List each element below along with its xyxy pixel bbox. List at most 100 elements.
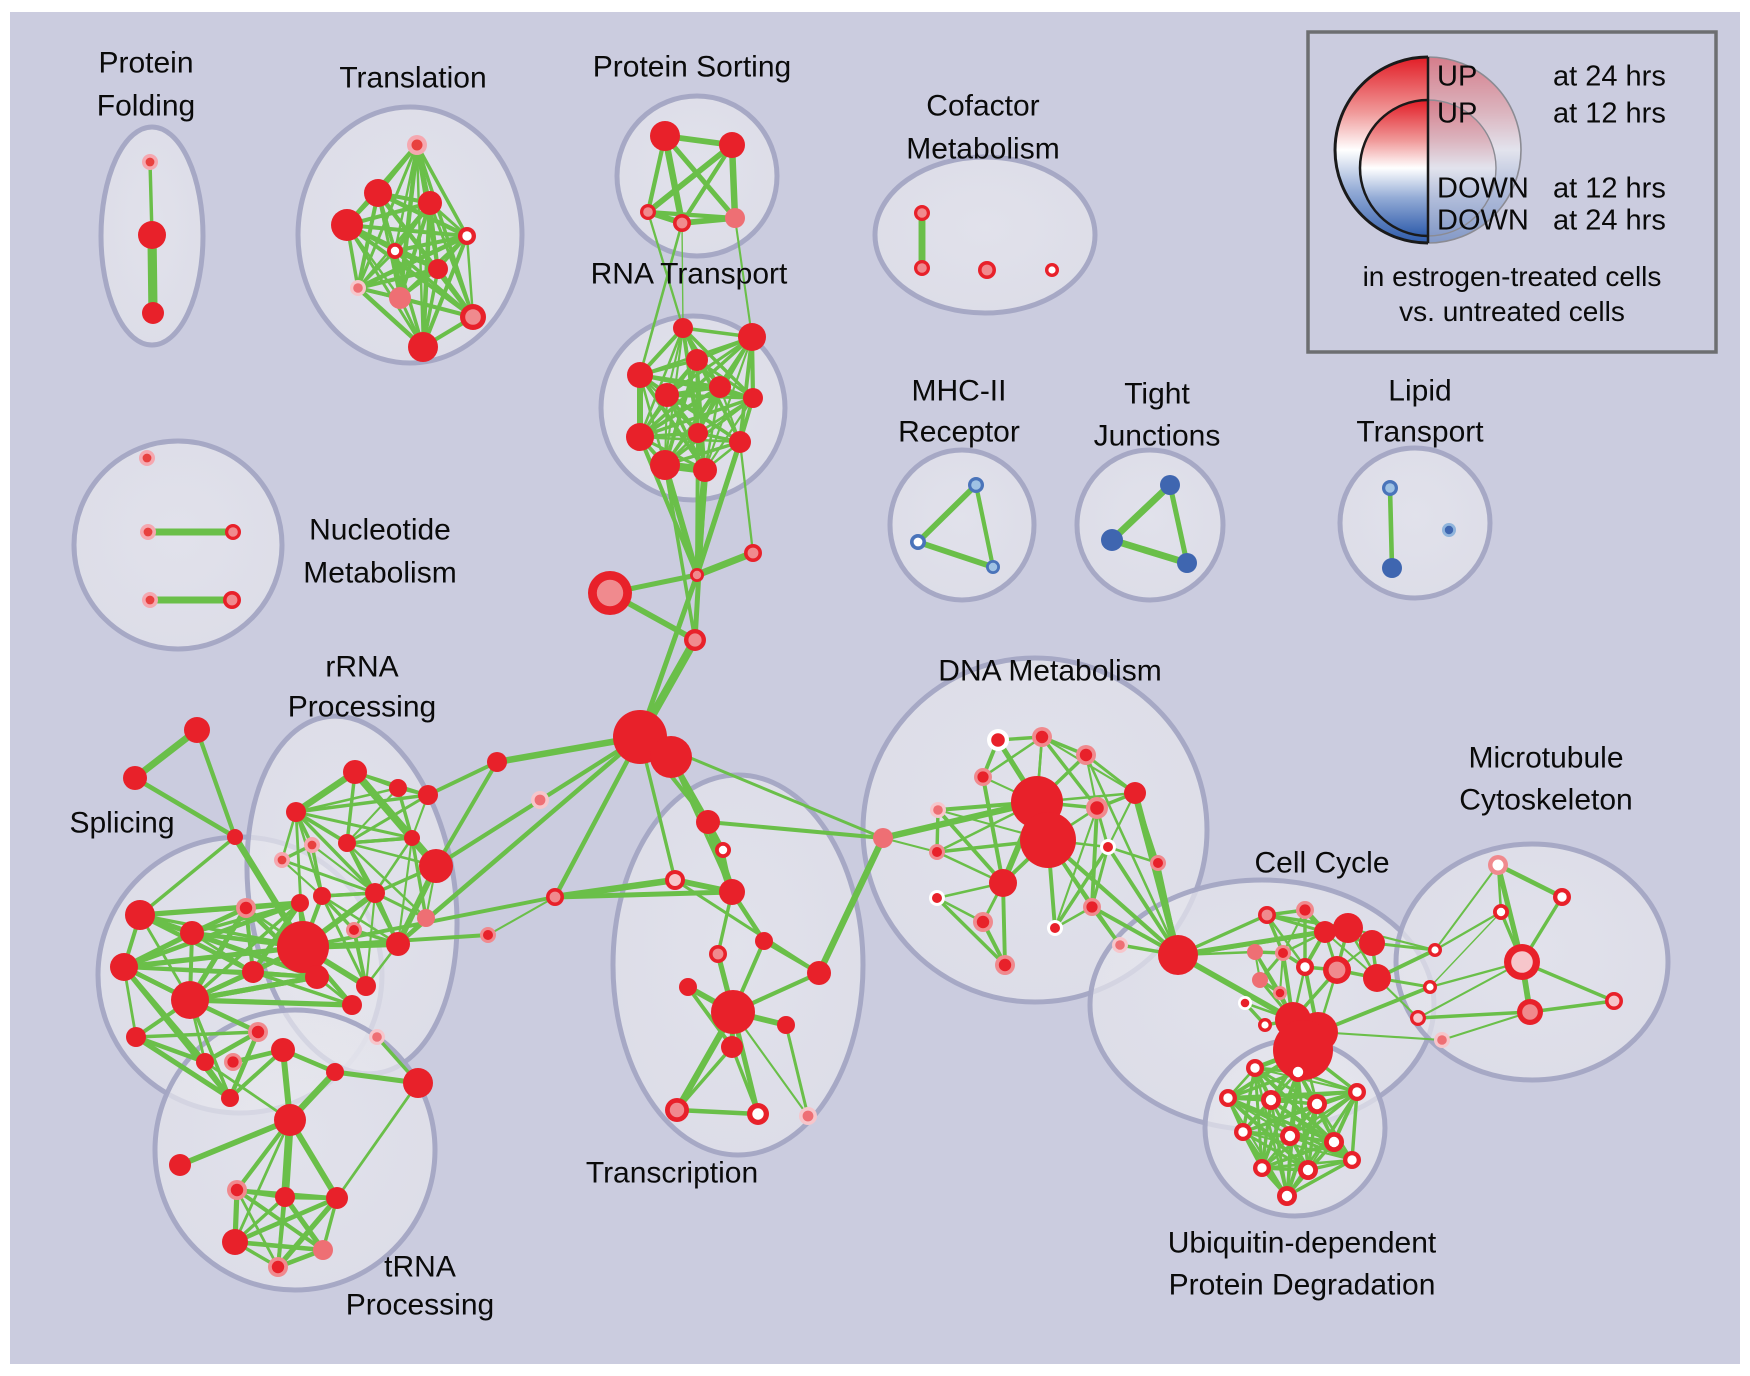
node-core-25: [228, 527, 238, 537]
legend-caption-line0: in estrogen-treated cells: [1363, 261, 1662, 292]
node-62: [110, 953, 138, 981]
cluster-label-lipid-transport-line1: Transport: [1356, 416, 1484, 449]
edge: [335, 1081, 420, 1200]
node-75: [286, 802, 306, 822]
node-core-122: [998, 958, 1012, 972]
node-core-109: [1090, 801, 1104, 815]
edge: [355, 266, 441, 291]
edge: [415, 143, 469, 238]
edge: [392, 233, 470, 254]
legend-direction-3: DOWN: [1437, 205, 1529, 237]
node-94: [807, 961, 831, 985]
legend-direction-1: UP: [1437, 98, 1477, 130]
cluster-label-ubiquitin-dependent-protein-degradation-line0: Ubiquitin-dependent: [1168, 1227, 1437, 1260]
node-128: [1247, 944, 1263, 960]
node-core-93: [712, 948, 724, 960]
node-core-156: [1238, 1127, 1248, 1137]
node-core-129: [1278, 948, 1288, 958]
cluster-label-translation: Translation: [339, 62, 486, 95]
edge: [121, 944, 306, 970]
node-5: [418, 191, 442, 215]
edge: [355, 233, 470, 291]
cluster-label-microtubule-cytoskeleton-line1: Cytoskeleton: [1459, 784, 1632, 817]
edge: [177, 1117, 293, 1168]
node-core-163: [227, 1056, 239, 1068]
edge: [1241, 1090, 1359, 1134]
cluster-label-transcription: Transcription: [586, 1157, 758, 1190]
edge: [646, 210, 685, 330]
edge: [915, 539, 996, 570]
edge: [552, 889, 735, 900]
node-core-3: [411, 139, 423, 151]
node-core-148: [1522, 1004, 1538, 1020]
node-core-140: [1431, 946, 1439, 954]
edge: [879, 798, 1041, 842]
node-core-106: [933, 805, 943, 815]
edge: [1285, 1102, 1319, 1198]
node-core-100: [752, 1108, 764, 1120]
edge: [1433, 910, 1503, 952]
node-41: [709, 376, 731, 398]
edge: [645, 142, 735, 215]
cluster-label-tight-junctions-line0: Tight: [1124, 378, 1190, 411]
node-core-155: [1352, 1087, 1362, 1097]
edge: [703, 335, 754, 472]
edge: [679, 142, 735, 226]
edge: [1053, 806, 1099, 930]
node-43: [743, 388, 763, 408]
node-core-152: [1223, 1093, 1233, 1103]
edge: [1350, 1090, 1359, 1162]
edge: [637, 572, 700, 740]
node-core-60: [239, 901, 253, 915]
node-78: [338, 834, 356, 852]
edge: [784, 1023, 810, 1118]
node-79: [404, 830, 420, 846]
node-92: [755, 932, 773, 950]
node-core-145: [1557, 892, 1567, 902]
edge: [194, 727, 238, 840]
node-47: [650, 450, 680, 480]
edge: [1175, 952, 1296, 1023]
edge: [1416, 1010, 1532, 1020]
node-core-150: [1250, 1063, 1260, 1073]
node-core-52: [688, 633, 702, 647]
node-core-34: [1385, 483, 1395, 493]
edge: [1260, 1090, 1359, 1170]
node-172: [326, 1187, 348, 1209]
node-core-124: [1299, 904, 1311, 916]
node-132: [1363, 964, 1391, 992]
node-core-116: [932, 893, 942, 903]
node-core-130: [1300, 962, 1310, 972]
node-171: [275, 1187, 295, 1207]
node-121: [1158, 935, 1198, 975]
edge: [694, 439, 743, 578]
node-core-161: [1347, 1155, 1357, 1165]
node-67: [126, 1027, 146, 1047]
node-95: [679, 978, 697, 996]
node-108: [1124, 782, 1146, 804]
edge: [1108, 536, 1191, 567]
edge: [1285, 1158, 1354, 1198]
cluster-label-dna-metabolism: DNA Metabolism: [938, 655, 1161, 688]
node-core-22: [1048, 266, 1056, 274]
edge: [692, 467, 708, 643]
edge: [133, 1034, 233, 1101]
cluster-label-splicing: Splicing: [69, 807, 174, 840]
node-59: [180, 921, 204, 945]
legend-outer-left-arc: [1333, 55, 1429, 245]
cluster-ellipse-tight-junctions: [1074, 447, 1226, 603]
edge: [320, 894, 400, 946]
cluster-label-ubiquitin-dependent-protein-degradation-line1: Protein Degradation: [1169, 1269, 1436, 1302]
node-core-27: [226, 594, 238, 606]
edge: [915, 482, 979, 545]
edge: [1106, 845, 1180, 957]
node-core-103: [1035, 730, 1049, 744]
cluster-ellipse-cofactor-metabolism: [872, 154, 1098, 316]
node-1: [138, 221, 166, 249]
node-91: [719, 879, 745, 905]
edge: [638, 326, 685, 439]
legend-time-1: at 12 hrs: [1553, 98, 1666, 130]
edge: [1387, 485, 1395, 571]
node-core-151: [1292, 1066, 1304, 1078]
